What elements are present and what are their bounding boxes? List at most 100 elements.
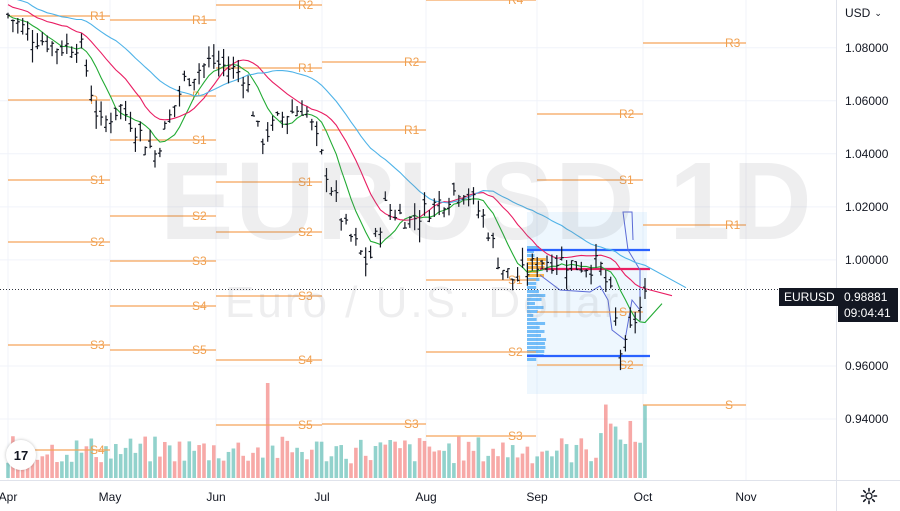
volume-bar	[618, 439, 623, 478]
pivot-label: R2	[404, 55, 420, 69]
moving-average-line	[7, 4, 673, 297]
volume-bar	[574, 444, 579, 478]
pivot-label: S4	[192, 299, 207, 313]
pivot-label: S	[619, 305, 627, 319]
volume-bar	[496, 456, 500, 478]
volume-bar	[638, 442, 642, 478]
profile-row	[527, 302, 535, 305]
volume-bar	[633, 441, 637, 478]
volume-bar	[275, 457, 280, 478]
volume-bar	[628, 420, 633, 478]
last-price-value: 0.98881	[844, 290, 888, 304]
price-tick-label: 1.06000	[845, 93, 889, 108]
volume-bar	[236, 442, 241, 478]
time-tick-label: Apr	[0, 490, 18, 504]
volume-bar	[334, 446, 339, 478]
volume-bar	[530, 463, 535, 478]
volume-bar	[589, 461, 593, 478]
volume-bar	[388, 440, 392, 478]
volume-bar	[506, 457, 510, 478]
tv-logo-mark: 17	[13, 447, 29, 463]
pivot-label: S	[725, 398, 733, 412]
volume-bar	[226, 451, 231, 478]
profile-row	[527, 258, 546, 261]
pivot-label: S2	[192, 209, 207, 223]
volume-bar	[398, 448, 402, 478]
session-outline	[539, 211, 641, 341]
price-axis[interactable]: USD ⌄ 1.08000 1.06000 1.04000 1.02000 1.0000…	[836, 0, 900, 480]
volume-bar	[555, 450, 559, 478]
volume-bar	[128, 438, 133, 478]
volume-bar	[604, 404, 608, 478]
volume-bar	[197, 445, 201, 478]
profile-row	[527, 358, 537, 361]
volume-bar	[594, 457, 598, 478]
volume-bar	[143, 436, 147, 478]
pivot-label: R2	[298, 0, 314, 12]
pivot-label: S3	[192, 254, 207, 268]
volume-bar	[246, 460, 250, 478]
volume-bar	[133, 452, 138, 478]
time-tick-label: Jul	[314, 490, 330, 504]
price-tick-label: 1.04000	[845, 146, 889, 161]
volume-bar	[231, 448, 236, 478]
volume-bar	[153, 436, 157, 478]
pivot-label: R1	[725, 218, 741, 232]
volume-bar	[251, 452, 255, 478]
volume-bar	[584, 449, 588, 478]
volume-bar	[104, 446, 108, 478]
profile-row	[527, 294, 546, 297]
pivot-label: R1	[404, 123, 420, 137]
volume-bar	[84, 446, 89, 478]
moving-average-line	[16, 0, 687, 289]
volume-bar	[383, 444, 388, 478]
volume-bar	[476, 437, 481, 478]
profile-row	[527, 254, 535, 257]
pivot-label: S1	[192, 133, 207, 147]
volume-bar	[138, 443, 143, 478]
volume-bar	[545, 450, 549, 478]
volume-bar	[466, 441, 471, 478]
volume-bar	[55, 462, 59, 478]
volume-bar	[109, 458, 113, 478]
volume-bar	[613, 426, 618, 478]
pivot-label: R2	[619, 107, 635, 121]
profile-row	[527, 338, 547, 341]
profile-row	[527, 298, 542, 301]
pivot-label: R1	[90, 9, 106, 23]
volume-bar	[202, 443, 206, 478]
symbol-price-label: EURUSD	[779, 288, 840, 306]
volume-bar	[339, 445, 343, 478]
watermark-symbol: EURUSD 1D	[160, 140, 814, 263]
profile-row	[527, 326, 540, 329]
volume-bar	[393, 441, 397, 478]
time-tick-label: Oct	[633, 490, 653, 504]
volume-bar	[486, 455, 490, 478]
tradingview-logo[interactable]: 17	[6, 440, 36, 470]
currency-label: USD	[845, 6, 871, 20]
pivot-label: S4	[298, 353, 313, 367]
gear-icon	[860, 487, 878, 505]
profile-row	[527, 282, 537, 285]
currency-selector[interactable]: USD ⌄	[845, 6, 882, 20]
volume-bars	[6, 383, 647, 478]
pivot-label: S2	[90, 235, 105, 249]
profile-row	[527, 322, 546, 325]
volume-bar	[579, 438, 584, 478]
pivot-label: S3	[298, 289, 313, 303]
price-chart[interactable]: R1 R2 R4 R1 R3 P R2 R1 R2 S1 R1 S1 S2 S1 S2 S2 S3 R1 S1 S3 S…	[0, 0, 836, 480]
pivot-label: S2	[298, 225, 313, 239]
profile-row	[527, 262, 546, 265]
volume-bar	[442, 450, 446, 478]
time-axis[interactable]: Apr May Jun Jul Aug Sep Oct Nov	[0, 480, 836, 511]
profile-row	[527, 310, 538, 313]
volume-bar	[569, 462, 574, 478]
pivot-label: R1	[192, 13, 208, 27]
price-tick-label: 1.02000	[845, 199, 889, 214]
volume-bar	[373, 446, 378, 478]
volume-bar	[344, 458, 348, 478]
volume-bar	[510, 445, 515, 478]
volume-bar	[550, 456, 554, 478]
pivot-label: R1	[298, 61, 314, 75]
chart-settings-button[interactable]	[836, 480, 900, 511]
